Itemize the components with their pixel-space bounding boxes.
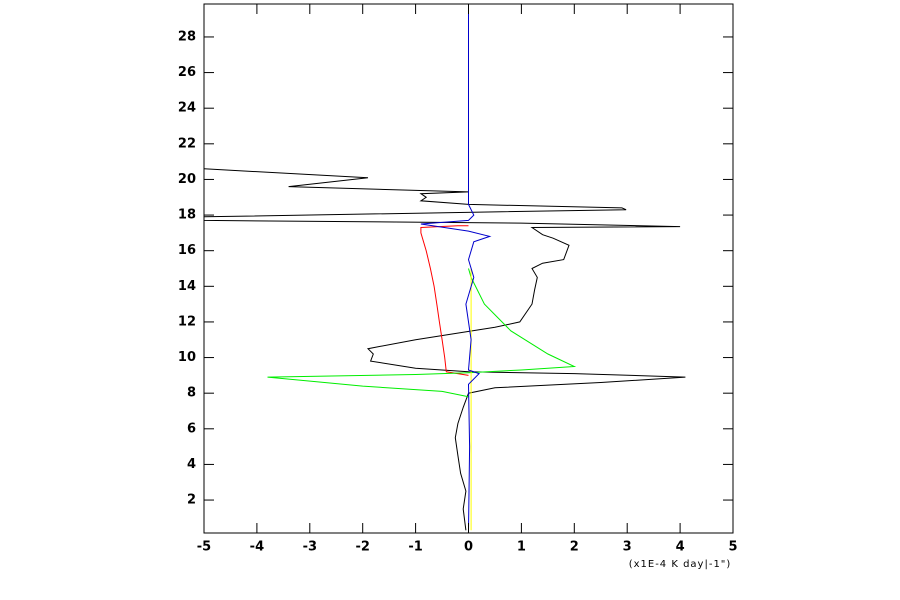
y-tick-label: 4 (187, 457, 196, 472)
y-tick-label: 16 (178, 243, 196, 258)
y-tick-label: 26 (178, 65, 196, 80)
profile-line (204, 168, 686, 531)
x-tick-label: -5 (197, 540, 211, 555)
x-tick-label: -2 (355, 540, 369, 555)
x-tick-label: 5 (728, 540, 737, 555)
y-tick-label: 6 (187, 421, 196, 436)
x-tick-label: -3 (303, 540, 317, 555)
y-tick-label: 18 (178, 208, 196, 223)
x-tick-label: 2 (570, 540, 579, 555)
x-tick-label: -4 (250, 540, 264, 555)
x-tick-label: 4 (676, 540, 685, 555)
y-tick-label: 20 (178, 172, 196, 187)
y-tick-label: 8 (187, 386, 196, 401)
x-tick-label: 0 (464, 540, 473, 555)
y-tick-label: 12 (178, 314, 196, 329)
plot-lines (204, 4, 686, 531)
x-tick-label: 3 (623, 540, 632, 555)
profile-line (420, 4, 492, 531)
x-tick-label: 1 (517, 540, 526, 555)
x-axis-label: (x1E-4 K day|-1") (629, 559, 732, 570)
y-tick-label: 10 (178, 350, 196, 365)
y-tick-label: 22 (178, 136, 196, 151)
y-tick-label: 2 (187, 493, 196, 508)
profile-line (420, 225, 469, 376)
x-tick-label: -1 (408, 540, 422, 555)
y-tick-label: 28 (178, 29, 196, 44)
y-tick-label: 14 (178, 279, 196, 294)
y-tick-label: 24 (178, 101, 196, 116)
profile-line (267, 268, 577, 398)
